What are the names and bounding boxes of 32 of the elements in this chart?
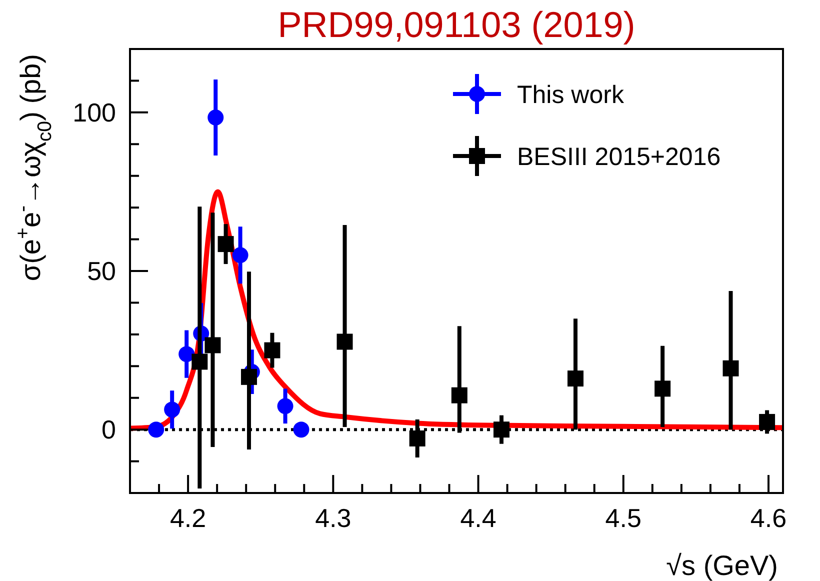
point <box>336 334 353 350</box>
point <box>654 380 671 397</box>
legend-label: BESIII 2015+2016 <box>517 143 721 171</box>
point <box>567 370 584 387</box>
point <box>240 368 257 385</box>
point <box>493 422 510 438</box>
y-tick-label: 100 <box>72 97 116 128</box>
point <box>148 422 164 438</box>
point <box>178 346 195 362</box>
x-axis-title: √s (GeV) <box>666 550 778 581</box>
x-tick-label: 4.2 <box>170 503 206 533</box>
point <box>759 414 776 430</box>
x-tick-label: 4.3 <box>315 503 352 533</box>
point <box>277 398 294 414</box>
point <box>264 342 280 358</box>
chart-title: PRD99,091103 (2019) <box>278 4 636 45</box>
point <box>164 402 180 418</box>
x-tick-label: 4.4 <box>460 503 496 533</box>
point <box>204 337 221 354</box>
x-tick-label: 4.5 <box>605 503 642 533</box>
x-tick-label: 4.6 <box>750 503 787 533</box>
legend-label: This work <box>517 81 624 109</box>
y-tick-label: 0 <box>102 414 116 445</box>
point <box>293 422 310 438</box>
point <box>409 430 426 446</box>
point <box>722 360 739 376</box>
point <box>232 247 248 264</box>
point <box>208 110 224 126</box>
point <box>218 236 234 252</box>
point <box>192 354 208 370</box>
y-tick-label: 50 <box>87 256 116 286</box>
point <box>451 387 468 404</box>
